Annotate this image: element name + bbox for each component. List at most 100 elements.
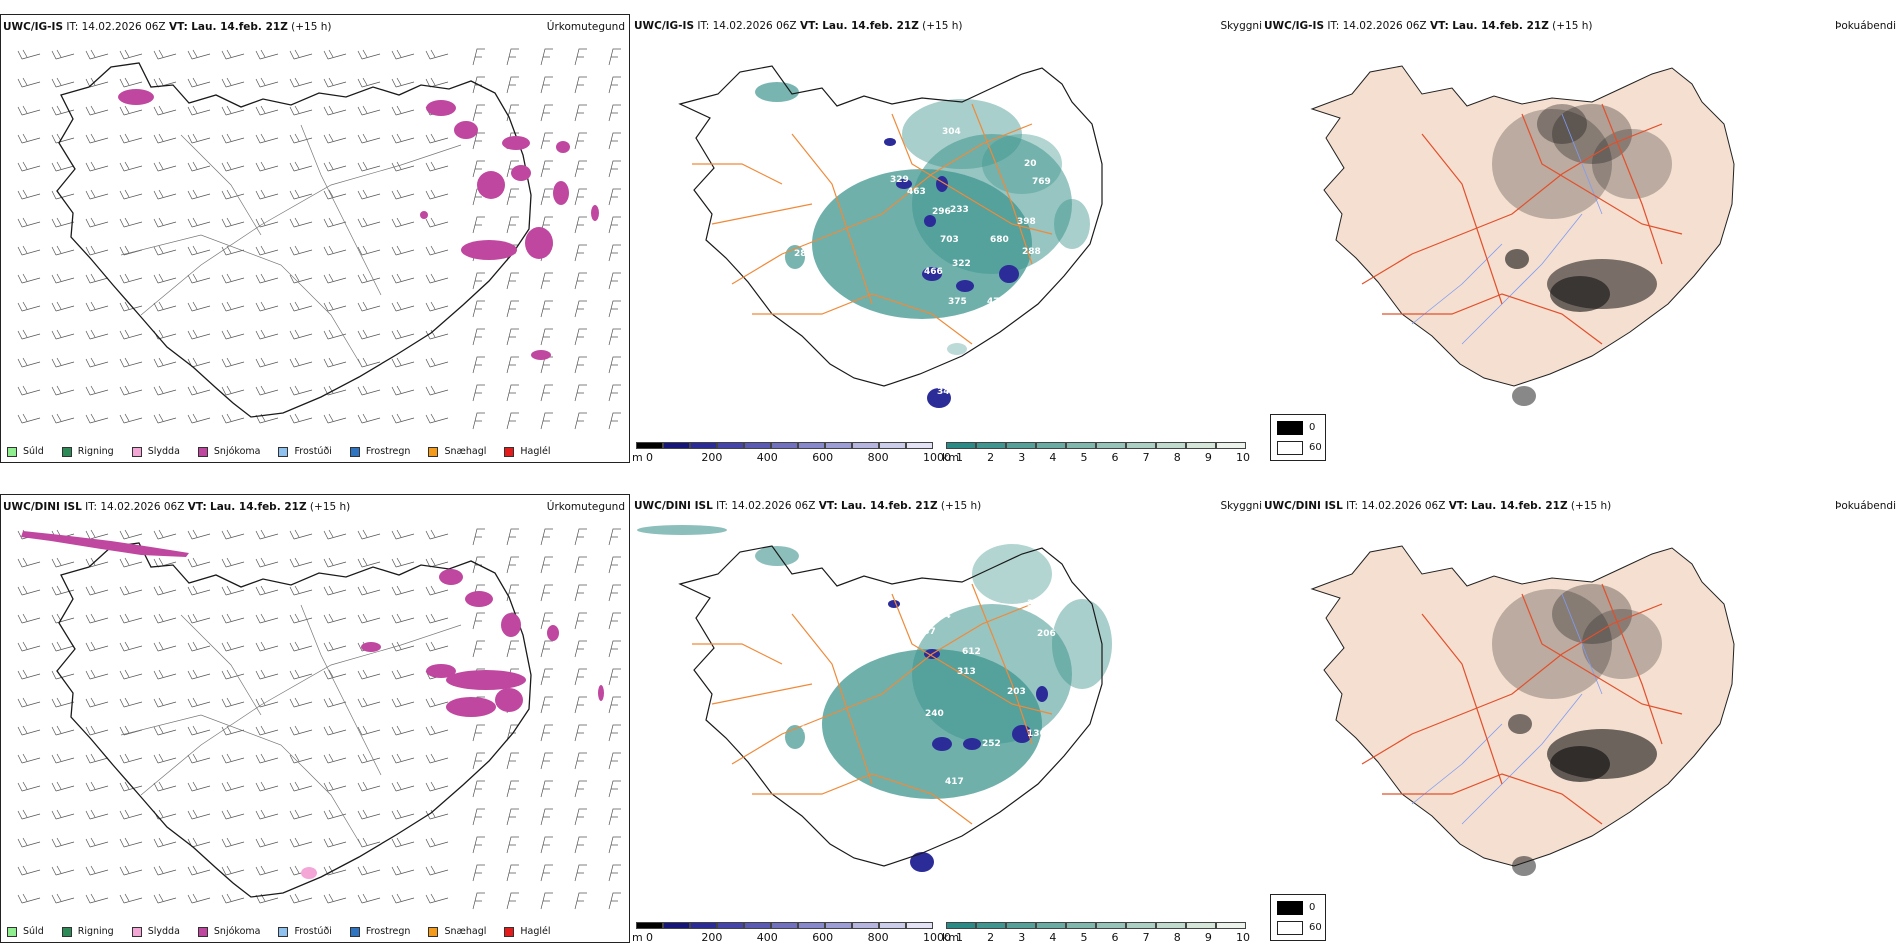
colorbar-segment [976, 922, 1006, 929]
legend-item: Frostúði [278, 926, 332, 937]
wind-barb [289, 133, 313, 144]
wind-barb [51, 725, 75, 736]
colorbar-tick: 9 [1204, 931, 1212, 944]
legend-swatch [504, 446, 515, 457]
wind-barb [289, 385, 313, 396]
wind-barb [608, 328, 621, 346]
wind-barb [187, 49, 211, 60]
wind-barb [255, 697, 279, 708]
wind-barb [472, 300, 485, 318]
wind-barb [221, 301, 245, 312]
wind-barb [187, 385, 211, 396]
wind-barb [187, 809, 211, 820]
legend-label: Rigning [77, 446, 114, 457]
visibility-value-label: 281 [794, 249, 813, 259]
wind-barb [51, 641, 75, 652]
wind-barb [425, 133, 449, 144]
wind-barb [323, 837, 347, 848]
wind-barb [221, 809, 245, 820]
visibility-value-label: 437 [917, 627, 936, 637]
wind-barb [608, 836, 621, 854]
colorbar-segment [825, 922, 852, 929]
wind-barb [255, 77, 279, 88]
legend-item: Rigning [61, 926, 114, 937]
fog-intensity [1492, 104, 1672, 406]
wind-barb [540, 780, 553, 798]
visibility-value-label: 466 [924, 267, 943, 277]
visibility-value-label: 769 [1032, 177, 1051, 187]
wind-barb [187, 865, 211, 876]
colorbar-tick: 600 [812, 451, 834, 464]
wind-barb [187, 413, 211, 424]
visibility-value-label: 463 [907, 187, 926, 197]
wind-barb [85, 641, 109, 652]
colorbar-tick: 8 [1173, 451, 1181, 464]
colorbar-tick: 7 [1142, 931, 1150, 944]
colorbar-segment [663, 442, 690, 449]
wind-barb [85, 413, 109, 424]
wind-barb [85, 49, 109, 60]
wind-barb [425, 357, 449, 368]
wind-barb [540, 808, 553, 826]
wind-barb [119, 189, 143, 200]
wind-barb [17, 809, 41, 820]
wind-barb [540, 724, 553, 742]
cloud-header-row2: UWC/DINI ISL IT: 14.02.2026 06Z VT: Lau.… [634, 500, 982, 512]
wind-barb [221, 413, 245, 424]
colorbar-tick: 200 [701, 451, 723, 464]
wind-barb [17, 329, 41, 340]
wind-barb [289, 557, 313, 568]
wind-barb [85, 357, 109, 368]
colorbar-tick: 5 [1080, 931, 1088, 944]
legend-swatch [131, 446, 142, 457]
wind-barb [17, 781, 41, 792]
legend-item: Frostregn [349, 446, 410, 457]
colorbar-segment [1126, 922, 1156, 929]
wind-barb [574, 780, 587, 798]
legend-swatch [349, 446, 360, 457]
wind-barb [153, 809, 177, 820]
wind-barb [17, 189, 41, 200]
fog-panel-row1: UWC/IG-IS IT: 14.02.2026 06Z VT: Lau. 14… [1262, 14, 1900, 463]
wind-barb [323, 669, 347, 680]
wind-barb [85, 585, 109, 596]
colorbar-tick: 5 [1080, 451, 1088, 464]
wind-barb [187, 781, 211, 792]
wind-barb [574, 556, 587, 574]
wind-barb [17, 273, 41, 284]
colorbar-segment [1156, 922, 1186, 929]
wind-barb [574, 244, 587, 262]
wind-barb [391, 753, 415, 764]
colorbar-segment [1216, 442, 1246, 449]
wind-barb [506, 780, 519, 798]
wind-barb [17, 753, 41, 764]
visibility-fields [637, 525, 1112, 799]
wind-barb [85, 77, 109, 88]
wind-barb [608, 216, 621, 234]
wind-barb [153, 413, 177, 424]
wind-barb [119, 357, 143, 368]
wind-barb [608, 48, 621, 66]
wind-barb [574, 300, 587, 318]
legend-item: Snjókoma [197, 926, 260, 937]
wind-barb [17, 669, 41, 680]
wind-barb [187, 189, 211, 200]
wind-barb [472, 752, 485, 770]
colorbar-segment [771, 922, 798, 929]
wind-barb [425, 49, 449, 60]
wind-barb [187, 529, 211, 540]
wind-barb [119, 273, 143, 284]
wind-barb [289, 105, 313, 116]
legend-swatch [278, 926, 289, 937]
colorbar-segment [906, 922, 933, 929]
wind-barb [85, 753, 109, 764]
wind-barb [357, 865, 381, 876]
wind-barb [119, 329, 143, 340]
colorbar-tick: 10 [1236, 451, 1250, 464]
wind-barb [506, 384, 519, 402]
visibility-value-label: 240 [925, 709, 944, 719]
legend-item: Snæhagl [428, 446, 486, 457]
wind-barb [506, 272, 519, 290]
colorbar-tick: 800 [867, 451, 889, 464]
wind-barb [17, 357, 41, 368]
